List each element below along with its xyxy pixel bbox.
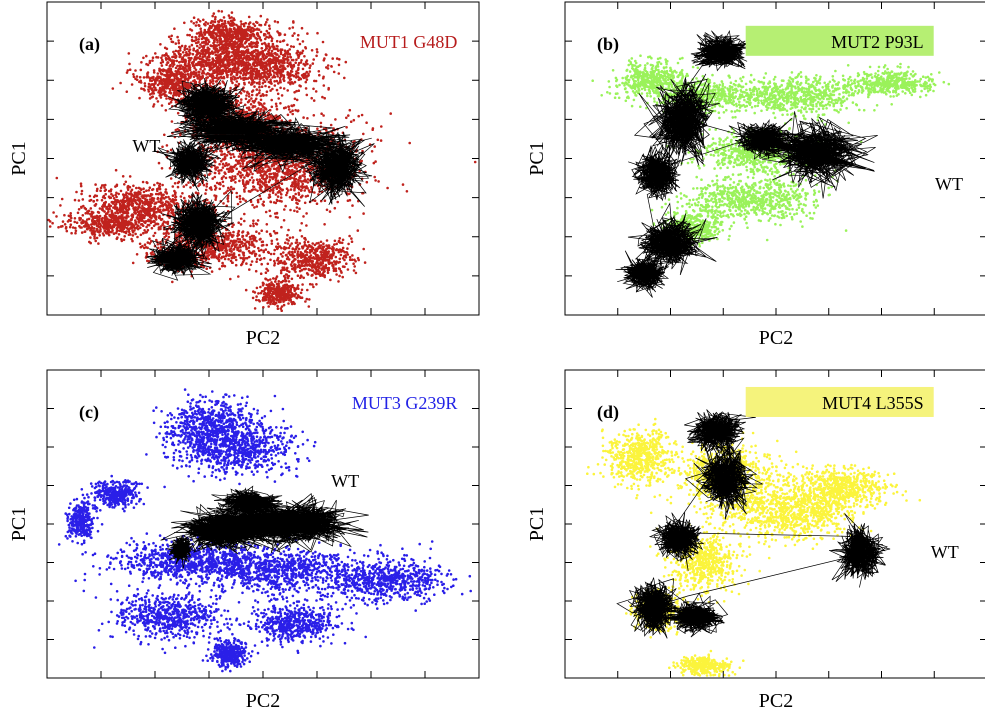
panel-label: (a) — [79, 34, 100, 55]
panel-1: PC2 PC1 (a) MUT1 G48D WT — [8, 1, 480, 349]
panel-4: PC2 PC1 (d) MUT4 L355S WT — [526, 369, 985, 712]
wt-trajectory — [616, 409, 891, 639]
legend-label: MUT1 G48D — [360, 32, 458, 52]
scatter-points — [176, 26, 348, 107]
scatter-points — [244, 275, 315, 312]
scatter-points — [145, 409, 317, 489]
y-axis-label: PC1 — [8, 141, 30, 175]
scatter-points — [693, 64, 893, 126]
wt-label: WT — [931, 542, 959, 562]
wt-trajectory — [146, 77, 375, 281]
legend-label: MUT4 L355S — [822, 393, 924, 413]
mutant-scatter — [57, 388, 472, 673]
wt-label: WT — [132, 136, 160, 156]
wt-trajectory-line — [616, 409, 891, 639]
panel-label: (b) — [597, 34, 619, 55]
legend-highlight — [745, 25, 934, 56]
scatter-points — [93, 577, 255, 655]
panel-3: PC2 PC1 (c) MUT3 G239R WT — [8, 369, 480, 712]
x-axis-label: PC2 — [759, 690, 793, 712]
scatter-points — [668, 649, 745, 678]
y-axis-label: PC1 — [8, 507, 30, 541]
scatter-points — [48, 202, 175, 245]
scatter-points — [228, 593, 367, 654]
wt-trajectory-line — [146, 77, 375, 281]
scatter-points — [782, 462, 922, 515]
scatter-points — [142, 536, 403, 602]
plot-area — [586, 409, 922, 678]
scatter-points — [240, 229, 367, 286]
scatter-points — [294, 540, 472, 612]
axis-ticks — [565, 2, 985, 315]
plot-area — [591, 29, 951, 298]
wt-label: WT — [935, 174, 963, 194]
wt-trajectory-line — [615, 29, 878, 298]
plot-area — [57, 388, 472, 673]
x-axis-label: PC2 — [759, 327, 793, 349]
legend-label: MUT3 G239R — [352, 393, 458, 413]
scatter-points — [152, 388, 289, 467]
axis-ticks — [47, 370, 479, 678]
panel-label: (d) — [597, 402, 619, 423]
wt-trajectory — [615, 29, 878, 298]
scatter-points — [80, 474, 149, 513]
x-axis-label: PC2 — [246, 327, 280, 349]
plot-area — [47, 9, 477, 312]
y-axis-label: PC1 — [526, 141, 548, 175]
scatter-points — [201, 636, 260, 673]
x-axis-label: PC2 — [246, 690, 280, 712]
mutant-scatter — [591, 54, 951, 251]
wt-trajectory-line — [160, 485, 369, 569]
panel-2: PC2 PC1 (b) MUT2 P93L WT — [526, 1, 985, 349]
scatter-points — [649, 450, 888, 560]
scatter-points — [64, 495, 104, 554]
scatter-points — [586, 417, 695, 500]
legend-highlight — [745, 386, 934, 417]
scatter-points — [814, 62, 951, 99]
scatter-points — [663, 158, 848, 242]
legend-label: MUT2 P93L — [831, 32, 924, 52]
panel-label: (c) — [79, 402, 99, 423]
wt-trajectory — [160, 485, 369, 569]
wt-label: WT — [331, 471, 359, 491]
axis-ticks — [47, 2, 479, 315]
y-axis-label: PC1 — [526, 507, 548, 541]
axis-ticks — [565, 370, 985, 678]
